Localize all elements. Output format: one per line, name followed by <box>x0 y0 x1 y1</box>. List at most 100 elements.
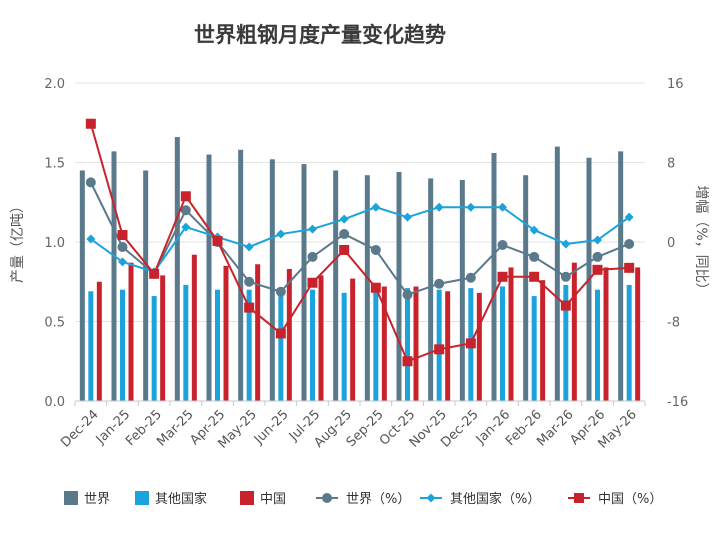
data-point <box>244 302 255 313</box>
data-point <box>465 272 476 283</box>
legend-label: 其他国家 <box>155 491 207 507</box>
data-point <box>465 338 476 349</box>
y2-axis-label: 增幅（%，同比） <box>693 185 709 296</box>
y-tick-label: 1.5 <box>44 157 65 172</box>
legend: 世界 其他国家 中国 世界（%） 其他国家（%） 中国（%） <box>64 491 662 507</box>
bar <box>223 265 229 401</box>
bar <box>215 289 220 401</box>
data-point <box>466 202 476 212</box>
bar <box>445 291 451 401</box>
data-point <box>370 244 381 255</box>
data-point <box>370 282 381 293</box>
bar <box>286 269 292 401</box>
bar <box>333 170 339 401</box>
legend-label: 世界 <box>84 492 110 507</box>
data-point <box>307 251 318 262</box>
bar <box>301 164 307 401</box>
bar <box>626 284 632 401</box>
data-point <box>117 241 128 252</box>
data-point <box>180 191 191 202</box>
data-point <box>212 236 223 247</box>
legend-marker <box>426 493 436 503</box>
data-point <box>371 202 381 212</box>
bar <box>554 146 560 401</box>
bar <box>396 172 402 401</box>
bar <box>269 159 275 401</box>
y-axis-label: 产量（亿吨） <box>10 199 26 283</box>
bar <box>428 178 434 401</box>
legend-marker <box>574 493 584 503</box>
data-point <box>117 230 128 241</box>
data-point <box>402 356 413 367</box>
series-line <box>89 123 630 363</box>
bar <box>310 289 315 401</box>
bar <box>618 151 624 401</box>
bar <box>523 175 529 401</box>
data-point <box>339 229 350 240</box>
bar <box>405 288 410 401</box>
bar <box>318 275 324 401</box>
bar <box>79 170 85 401</box>
y-tick-label: 2.0 <box>44 77 65 92</box>
data-point <box>244 276 255 287</box>
bar <box>238 149 244 401</box>
bar <box>111 151 117 401</box>
bar <box>206 154 212 401</box>
bar <box>603 267 609 401</box>
bar <box>571 262 577 401</box>
bar <box>341 292 347 401</box>
chart-title: 世界粗钢月度产量变化趋势 <box>194 23 446 47</box>
bar <box>563 284 569 401</box>
bar <box>476 292 482 401</box>
bar <box>364 175 370 401</box>
data-point <box>275 286 286 297</box>
bar <box>373 289 379 401</box>
data-point <box>308 224 317 234</box>
bar <box>120 289 125 401</box>
y2-tick-label: -16 <box>667 395 688 410</box>
bar <box>191 254 197 401</box>
lines <box>85 118 635 367</box>
data-point <box>434 344 445 355</box>
bars <box>79 137 641 401</box>
data-point <box>624 212 634 222</box>
data-point <box>560 271 571 282</box>
data-point <box>434 278 445 289</box>
data-point <box>529 271 540 282</box>
data-point <box>560 300 571 311</box>
bar <box>151 296 157 401</box>
legend-label: 其他国家（%） <box>450 491 540 507</box>
data-point <box>624 262 635 273</box>
data-point <box>561 239 571 249</box>
y2-tick-label: 0 <box>667 236 675 251</box>
legend-label: 中国 <box>260 492 286 507</box>
bar <box>174 137 180 401</box>
data-point <box>86 234 96 244</box>
bar <box>413 286 419 401</box>
bar <box>531 296 537 401</box>
bar <box>128 262 134 401</box>
series-line <box>90 206 630 273</box>
bar <box>540 280 546 401</box>
data-point <box>592 264 603 275</box>
data-point <box>529 251 540 262</box>
y-tick-label: 0.5 <box>44 316 65 331</box>
bar <box>491 152 497 401</box>
data-point <box>180 205 191 216</box>
bar <box>88 291 94 401</box>
bar <box>96 281 102 401</box>
series-line <box>89 181 630 296</box>
data-point <box>339 244 350 255</box>
data-point <box>85 177 96 188</box>
legend-marker <box>322 493 332 503</box>
bar <box>459 179 465 401</box>
legend-swatch <box>135 491 149 505</box>
data-point <box>85 118 96 129</box>
data-point <box>149 268 160 279</box>
bar <box>500 286 505 401</box>
bar <box>635 267 641 401</box>
bar <box>246 289 252 401</box>
data-point <box>529 225 539 235</box>
bar <box>595 289 600 401</box>
